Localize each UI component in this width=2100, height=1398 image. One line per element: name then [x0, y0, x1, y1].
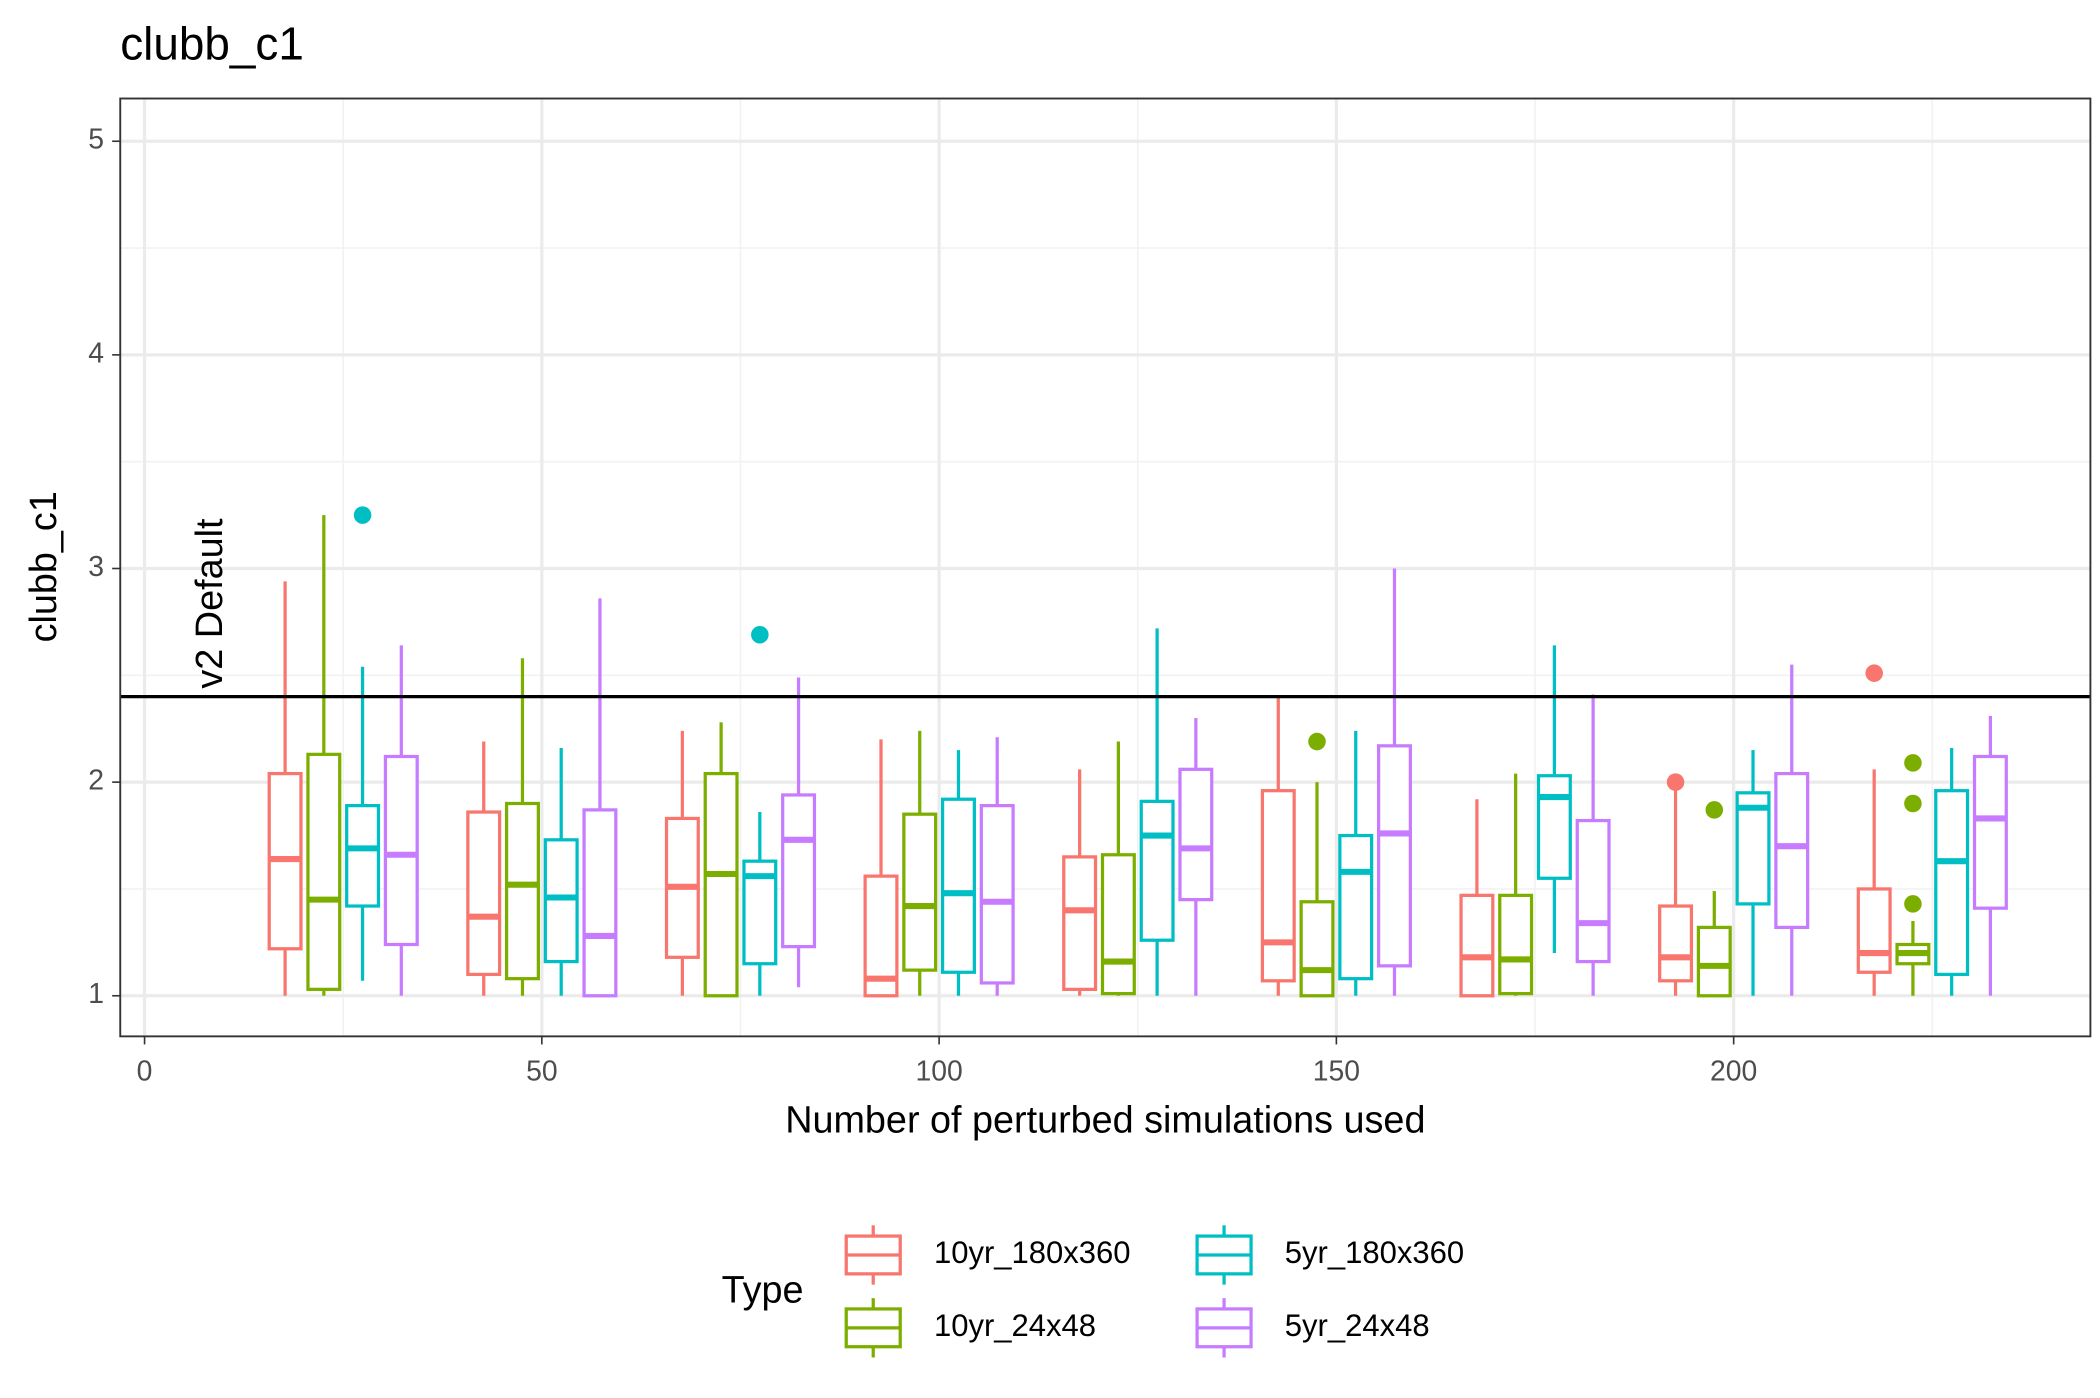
x-axis-title: Number of perturbed simulations used: [785, 1100, 1425, 1142]
box: [1658, 904, 1694, 983]
outlier: [1904, 754, 1922, 772]
box: [1696, 925, 1732, 998]
reference-label: v2 Default: [189, 518, 231, 689]
outlier: [1865, 664, 1883, 682]
y-tick-label: 3: [88, 551, 104, 583]
box: [1062, 855, 1098, 991]
chart-title: clubb_c1: [120, 17, 304, 69]
legend-label: 10yr_24x48: [934, 1308, 1096, 1343]
box: [1498, 893, 1534, 996]
x-tick-label: 50: [526, 1055, 558, 1087]
legend-item: 10yr_180x360: [844, 1225, 1131, 1285]
legend-label: 5yr_180x360: [1285, 1235, 1464, 1270]
y-tick-label: 4: [88, 337, 104, 369]
box: [504, 801, 540, 981]
box: [1178, 767, 1214, 902]
box: [1575, 818, 1611, 964]
outlier: [1308, 732, 1326, 751]
panel-border: [119, 97, 2092, 1038]
outlier: [1666, 773, 1685, 791]
box: [940, 797, 976, 974]
box: [306, 752, 342, 991]
legend-item: 5yr_180x360: [1195, 1225, 1464, 1285]
box: [383, 754, 419, 947]
x-tick-label: 100: [915, 1055, 962, 1087]
y-tick-label: 2: [88, 765, 104, 797]
box: [1459, 893, 1495, 998]
outlier: [1904, 895, 1922, 913]
legend-item: 5yr_24x48: [1195, 1298, 1430, 1358]
box: [466, 810, 502, 977]
box: [979, 804, 1015, 985]
x-tick-label: 150: [1313, 1055, 1360, 1087]
legend-label: 10yr_180x360: [934, 1235, 1131, 1270]
box: [703, 771, 739, 998]
legend-item: 10yr_24x48: [844, 1298, 1096, 1358]
box: [1139, 799, 1175, 942]
box: [1735, 791, 1771, 906]
box: [1536, 774, 1572, 880]
box: [582, 808, 618, 998]
box: [1972, 754, 2008, 910]
box: [1856, 887, 1892, 974]
outlier: [353, 506, 372, 524]
box: [345, 804, 381, 908]
box: [1774, 771, 1810, 930]
box: [1934, 789, 1970, 977]
y-tick-label: 1: [88, 978, 104, 1010]
outlier: [1705, 801, 1724, 819]
box: [902, 812, 938, 972]
legend-label: 5yr_24x48: [1285, 1308, 1430, 1343]
box: [1100, 853, 1136, 996]
x-tick-label: 200: [1710, 1055, 1757, 1087]
x-tick-label: 0: [137, 1055, 153, 1087]
box: [1299, 900, 1335, 998]
box: [1338, 833, 1374, 981]
y-axis-title: clubb_c1: [23, 491, 65, 642]
box: [543, 838, 579, 964]
box: [1260, 789, 1296, 983]
legend-title: Type: [722, 1270, 804, 1312]
outlier: [751, 625, 769, 644]
box: [1376, 744, 1412, 968]
y-tick-label: 5: [88, 124, 104, 156]
outlier: [1904, 794, 1922, 813]
box: [781, 793, 817, 949]
